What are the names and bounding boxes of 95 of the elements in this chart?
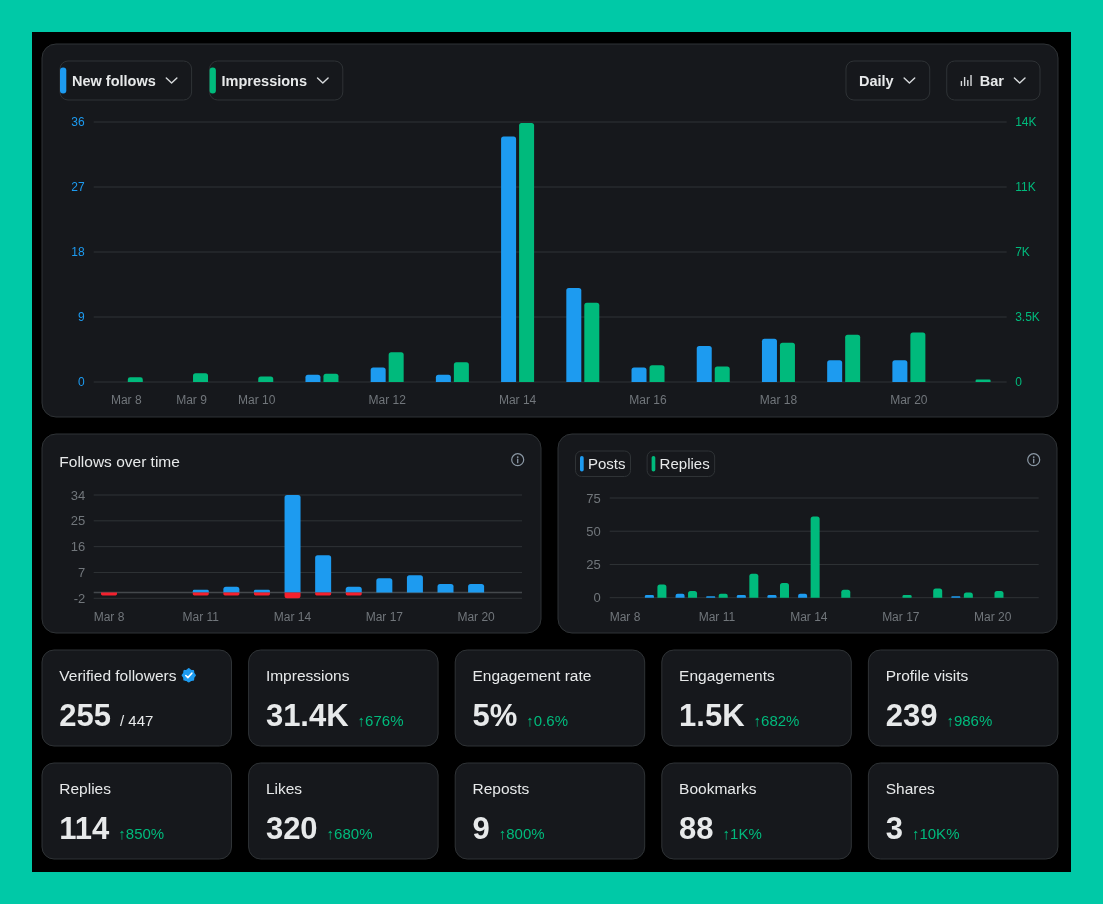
y-tick-label: 36 (71, 115, 86, 130)
y2-tick-label: 3.5K (1015, 310, 1040, 325)
bar (315, 555, 332, 593)
bar (453, 362, 469, 382)
category-label: Verified followers (59, 666, 177, 684)
category-label: Shares (885, 779, 936, 797)
category-label: Likes (265, 779, 303, 797)
x-tick-label: Mar 20 (457, 609, 496, 624)
category-label: Engagements (679, 666, 775, 684)
y-tick-label: 16 (70, 539, 86, 555)
x-tick-label: Mar 14 (273, 609, 312, 624)
y-tick-label: -2 (73, 590, 86, 606)
bar (749, 573, 759, 598)
category-label: Engagement rate (472, 666, 592, 684)
text: ↑10K% (911, 825, 960, 842)
chart-title: Follows over time (59, 453, 180, 471)
category-label: Replies (59, 779, 112, 797)
bar (657, 584, 667, 598)
bar (376, 578, 393, 593)
y-tick-label: 34 (70, 487, 86, 503)
x-tick-label: Mar 14 (498, 393, 537, 407)
y-tick-label: 27 (71, 180, 86, 195)
bar (696, 345, 712, 382)
bar (345, 586, 362, 593)
x-tick-label: Mar 12 (368, 393, 407, 407)
text: 31.4K (265, 698, 349, 733)
x-tick-label: Mar 20 (890, 393, 928, 407)
bar (810, 516, 820, 598)
y-tick-label: 7 (77, 565, 86, 581)
text: 239 (885, 698, 938, 733)
text: 88 (679, 811, 714, 846)
y-tick-label: 75 (586, 490, 601, 506)
text: ↑676% (357, 712, 404, 729)
y2-tick-label: 11K (1015, 180, 1036, 195)
text: ↑0.6% (526, 712, 569, 729)
x-tick-label: Mar 16 (629, 393, 668, 407)
text: ↑850% (118, 825, 165, 842)
category-label: Profile visits (885, 666, 969, 684)
x-tick-label: Mar 8 (609, 609, 641, 624)
x-tick-label: Mar 8 (93, 609, 125, 624)
text: 5% (472, 698, 518, 733)
x-tick-label: Mar 14 (790, 609, 828, 624)
legend-label: Posts (588, 455, 626, 473)
text: ↑1K% (722, 825, 762, 842)
x-tick-label: Mar 11 (182, 609, 220, 624)
legend-label: Replies (659, 455, 710, 473)
bar (284, 495, 301, 593)
text: 255 (59, 698, 112, 733)
text: 1.5K (679, 698, 745, 733)
bar (841, 589, 851, 598)
bar (779, 583, 789, 598)
legend-label: Impressions (221, 73, 308, 89)
text: 3 (885, 811, 903, 846)
bar (437, 583, 454, 593)
bar (223, 586, 240, 593)
x-tick-label: Mar 8 (110, 393, 142, 407)
bar (127, 377, 143, 382)
y-tick-label: 50 (586, 523, 601, 539)
bar (193, 373, 209, 382)
text: Bar (979, 73, 1005, 89)
text: / 447 (120, 712, 154, 729)
y-tick-label: 9 (78, 310, 86, 325)
y2-tick-label: 14K (1015, 115, 1037, 130)
x-tick-label: Mar 17 (365, 609, 404, 624)
bar (933, 588, 943, 598)
y-tick-label: 18 (71, 245, 86, 260)
y-tick-label: 25 (586, 557, 601, 573)
x-tick-label: Mar 18 (759, 393, 798, 407)
category-label: Reposts (472, 779, 530, 797)
text: 320 (265, 811, 318, 846)
legend-label: New follows (72, 73, 156, 89)
y2-tick-label: 7K (1015, 245, 1030, 260)
text: ↑986% (946, 712, 993, 729)
x-tick-label: Mar 17 (882, 609, 920, 624)
y-tick-label: 0 (78, 375, 86, 390)
text: 114 (59, 811, 110, 846)
category-label: Bookmarks (679, 779, 757, 797)
bar (468, 583, 485, 593)
x-tick-label: Mar 11 (698, 609, 736, 624)
text: ↑680% (326, 825, 373, 842)
text: ↑682% (753, 712, 800, 729)
text: Daily (858, 73, 894, 89)
y2-tick-label: 0 (1015, 375, 1023, 390)
category-label: Impressions (265, 666, 350, 684)
bar (845, 334, 861, 382)
y-tick-label: 0 (593, 590, 601, 606)
x-tick-label: Mar 20 (974, 609, 1012, 624)
x-tick-label: Mar 10 (238, 393, 276, 407)
text: ↑800% (498, 825, 545, 842)
y-tick-label: 25 (70, 513, 86, 529)
bar (406, 575, 423, 593)
bar (258, 376, 274, 382)
bar (910, 332, 926, 382)
x-tick-label: Mar 9 (176, 393, 208, 407)
text: 9 (472, 811, 490, 846)
